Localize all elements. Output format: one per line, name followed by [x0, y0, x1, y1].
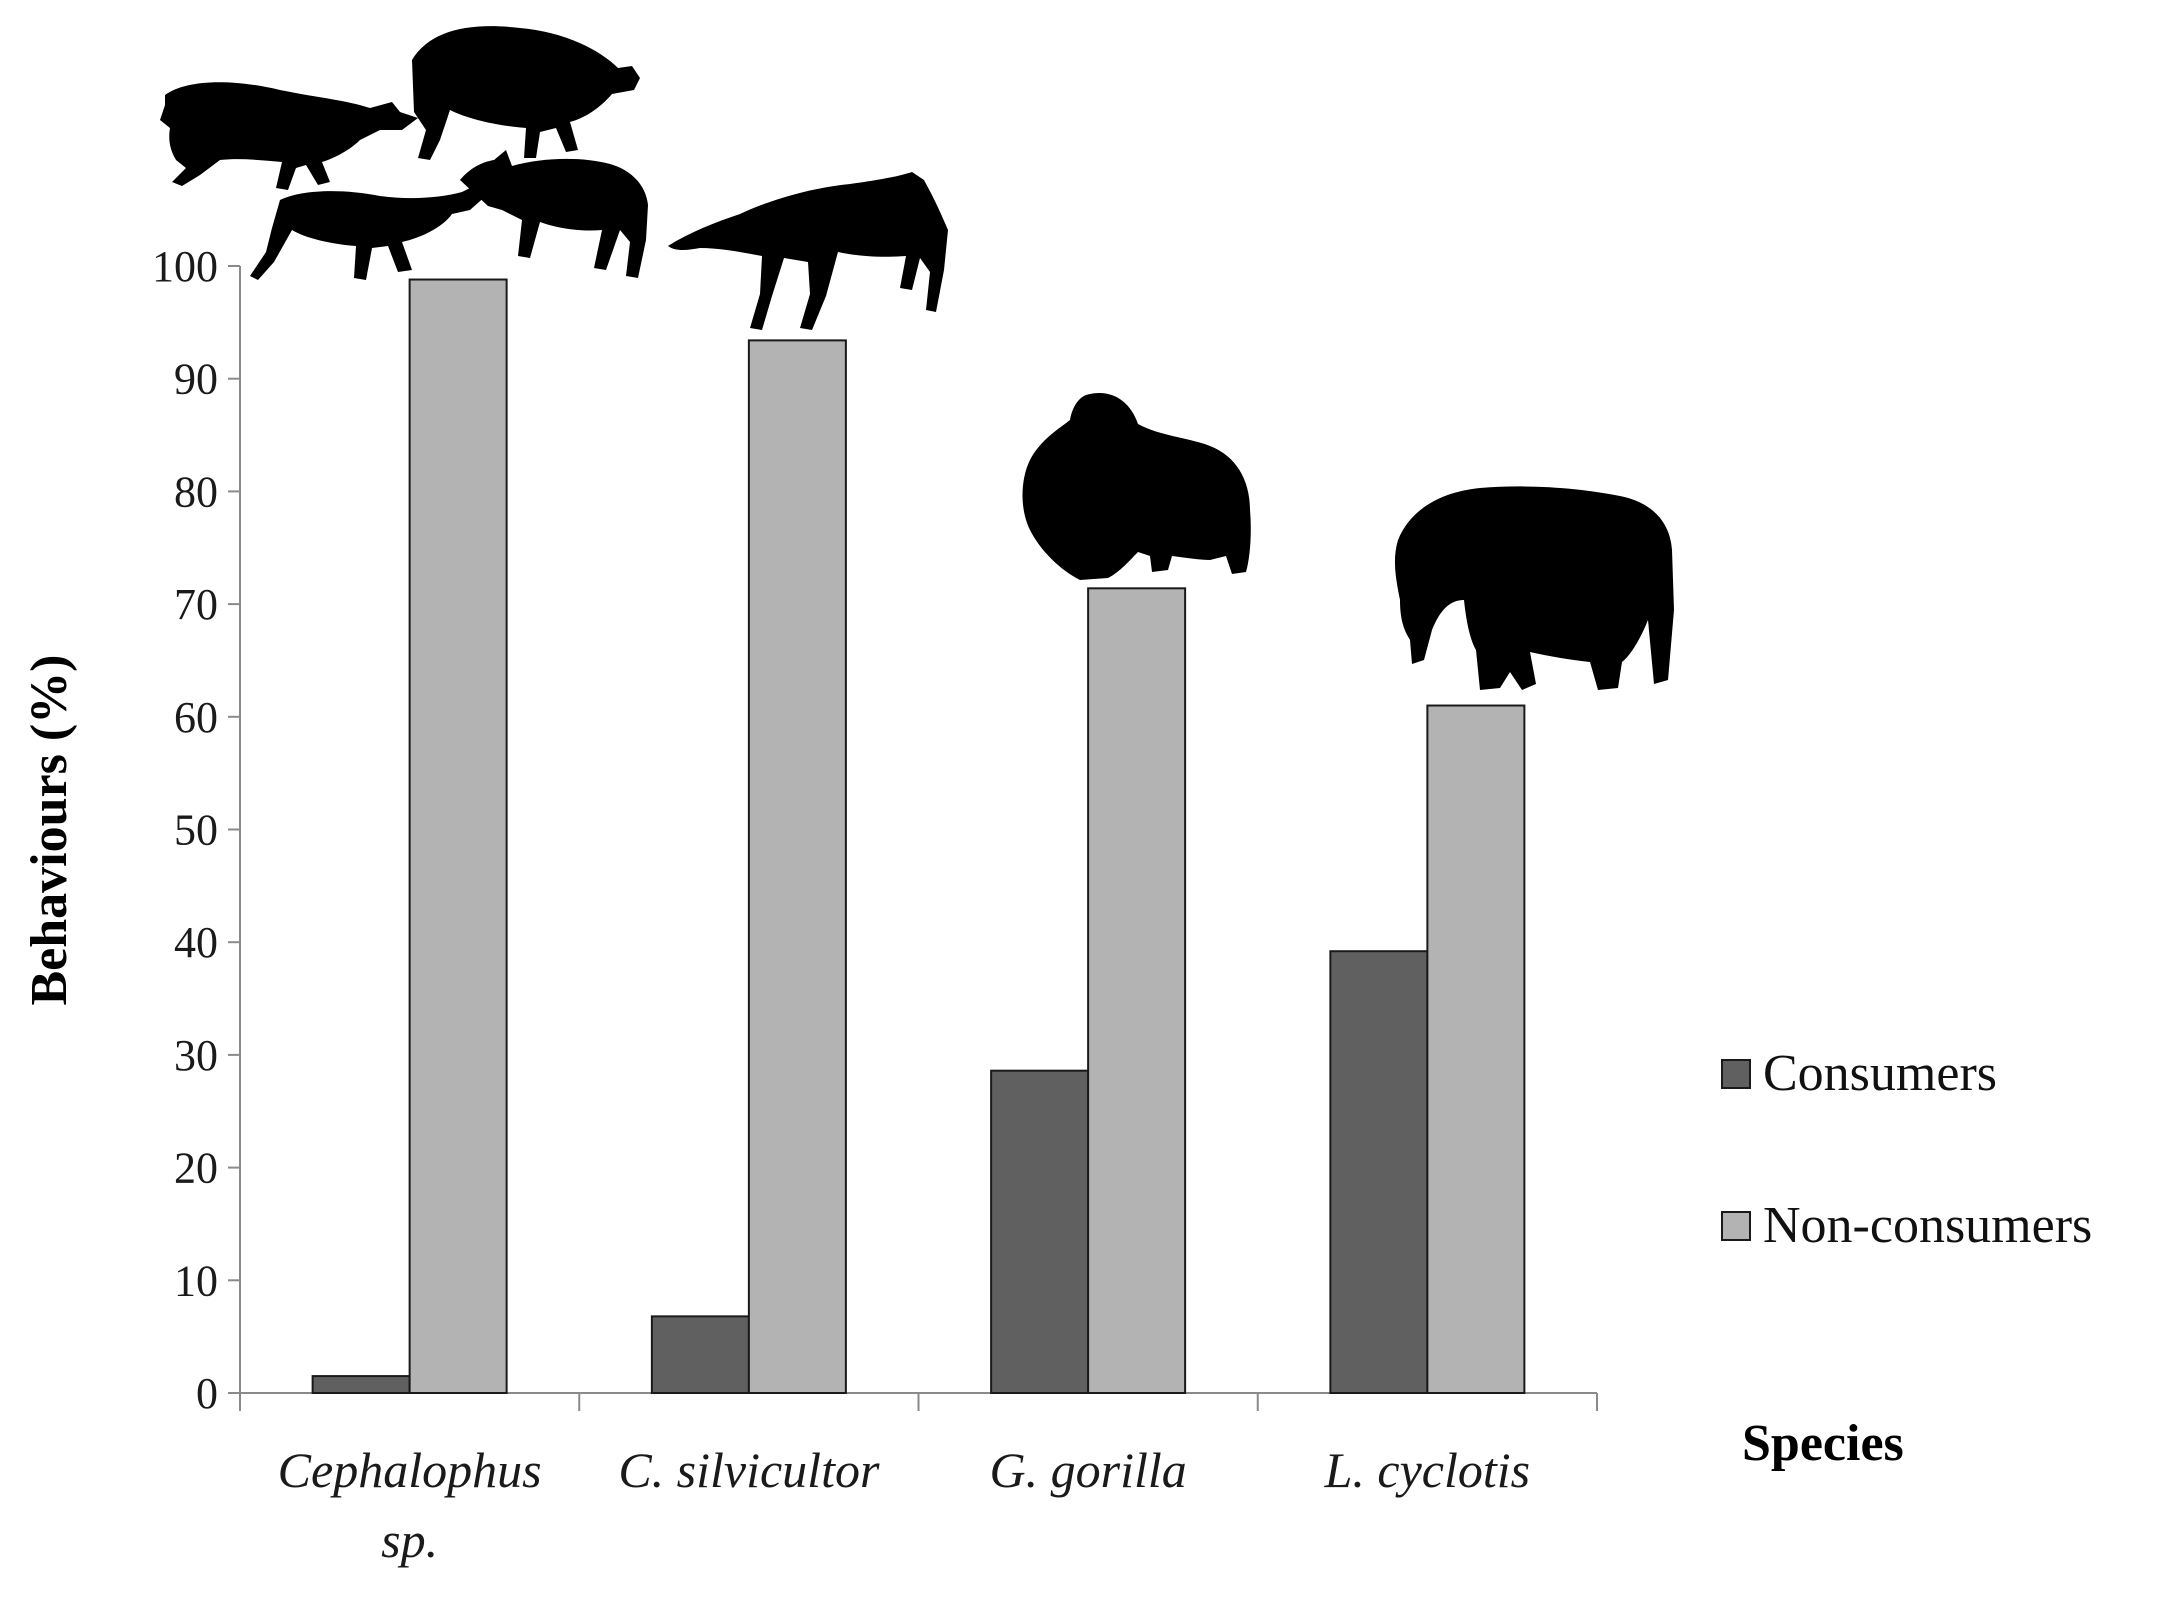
x-tick-labels: Cephalophus sp. C. silvicultor G. gorilla L.… — [278, 1442, 1530, 1568]
legend-swatch-consumers — [1721, 1059, 1751, 1089]
x-tick-label: L. cyclotis — [1324, 1442, 1531, 1498]
antelope-silhouette-icon — [668, 172, 948, 330]
legend: Consumers Non-consumers — [1721, 1045, 2092, 1254]
y-tick-label: 10 — [174, 1256, 218, 1305]
y-axis-title: Behaviours (%) — [21, 655, 78, 1006]
elephant-silhouette-icon — [1394, 486, 1674, 690]
bar-non-consumers-3 — [1426, 704, 1526, 1394]
duiker-silhouette-icon — [160, 26, 648, 280]
y-tick-label: 50 — [174, 806, 218, 855]
y-tick-labels: 0 10 20 30 40 50 60 70 80 90 100 — [152, 242, 218, 1418]
x-tick-label: Cephalophus sp. — [278, 1442, 542, 1568]
y-tick-label: 80 — [174, 467, 218, 516]
bar-non-consumers-1 — [747, 339, 847, 1395]
legend-label-consumers: Consumers — [1763, 1045, 1997, 1102]
y-tick-label: 40 — [174, 918, 218, 967]
y-tick-label: 20 — [174, 1144, 218, 1193]
gorilla-silhouette-icon — [1022, 393, 1251, 580]
y-tick-label: 90 — [174, 355, 218, 404]
legend-label-non-consumers: Non-consumers — [1763, 1197, 2092, 1254]
y-tick-label: 70 — [174, 580, 218, 629]
animal-silhouettes — [160, 26, 1674, 690]
y-tick-label: 0 — [196, 1369, 218, 1418]
y-tick-label: 60 — [174, 693, 218, 742]
x-axis-title: Species — [1742, 1415, 1904, 1472]
legend-swatch-non-consumers — [1721, 1211, 1751, 1241]
y-tick-label: 100 — [152, 242, 218, 291]
bars — [311, 278, 1526, 1395]
bar-consumers-1 — [650, 1315, 750, 1395]
x-tick-label: C. silvicultor — [618, 1442, 880, 1498]
y-tick-label: 30 — [174, 1031, 218, 1080]
bar-non-consumers-0 — [408, 278, 508, 1394]
bar-consumers-0 — [311, 1375, 411, 1394]
bar-non-consumers-2 — [1087, 587, 1187, 1394]
bar-consumers-2 — [990, 1069, 1090, 1394]
bar-consumers-3 — [1329, 950, 1429, 1394]
x-tick-label: G. gorilla — [990, 1442, 1187, 1498]
